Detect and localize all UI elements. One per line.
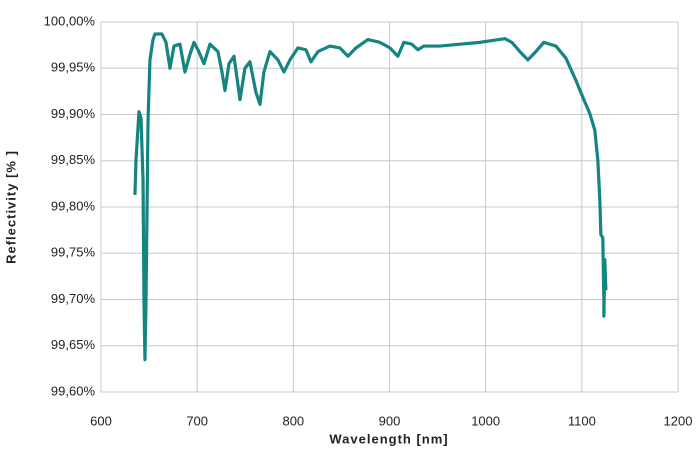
y-tick-label: 99,65%: [51, 337, 96, 352]
x-tick-label: 600: [90, 413, 112, 428]
data-line: [133, 32, 608, 362]
y-tick-label: 99,80%: [51, 198, 96, 213]
y-tick-label: 99,85%: [51, 152, 96, 167]
x-tick-label: 1200: [664, 413, 693, 428]
y-tick-label: 99,75%: [51, 245, 96, 260]
x-axis-label: Wavelength [nm]: [329, 431, 448, 446]
y-tick-label: 100,00%: [44, 13, 96, 28]
x-tick-label: 800: [282, 413, 304, 428]
y-tick-label: 99,60%: [51, 383, 96, 398]
y-tick-label: 99,90%: [51, 106, 96, 121]
y-tick-label: 99,95%: [51, 60, 96, 75]
y-tick-label: 99,70%: [51, 291, 96, 306]
x-tick-label: 900: [379, 413, 401, 428]
y-axis-label: Reflectivity [% ]: [3, 150, 18, 264]
x-tick-label: 1000: [471, 413, 500, 428]
x-tick-label: 1100: [568, 413, 596, 428]
x-tick-label: 700: [186, 413, 208, 428]
